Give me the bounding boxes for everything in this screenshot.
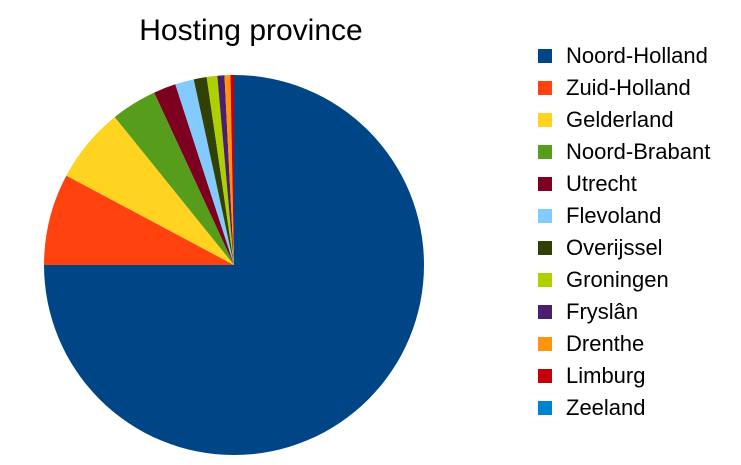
legend-label: Limburg [566,363,646,388]
pie-slice-frysl-n [217,75,234,265]
legend-swatch [538,337,552,351]
pie-slice-overijssel [193,76,234,266]
legend-swatch [538,145,552,159]
legend-item: Noord-Brabant [538,136,710,168]
pie-slice-utrecht [154,84,234,266]
legend-swatch [538,177,552,191]
pie-slice-groningen [206,75,234,265]
legend-swatch [538,401,552,415]
legend-swatch [538,209,552,223]
legend-label: Fryslân [566,299,639,324]
pie-slice-flevoland [175,79,234,265]
legend-label: Groningen [566,267,669,292]
legend-item: Limburg [538,360,710,392]
legend-label: Flevoland [566,203,662,228]
legend-label: Noord-Brabant [566,139,711,164]
legend-label: Drenthe [566,331,645,356]
legend-swatch [538,241,552,255]
legend-label: Overijssel [566,235,663,260]
legend-item: Noord-Holland [538,40,710,72]
legend-item: Gelderland [538,104,710,136]
pie-slice-drenthe [224,75,234,265]
pie-slice-zuid-holland [44,175,234,265]
legend-label: Utrecht [566,171,637,196]
legend-item: Groningen [538,264,710,296]
legend-item: Flevoland [538,200,710,232]
legend-item: Zuid-Holland [538,72,710,104]
chart-title: Hosting province [139,14,363,47]
legend-item: Zeeland [538,392,710,424]
legend-label: Zuid-Holland [566,75,691,100]
legend-swatch [538,113,552,127]
pie-slice-gelderland [66,117,234,265]
legend-swatch [538,81,552,95]
legend-label: Zeeland [566,395,646,420]
legend-label: Noord-Holland [566,43,708,68]
legend-swatch [538,49,552,63]
legend-item: Overijssel [538,232,710,264]
legend-item: Fryslân [538,296,710,328]
legend-swatch [538,369,552,383]
legend-label: Gelderland [566,107,674,132]
legend-swatch [538,273,552,287]
legend-item: Drenthe [538,328,710,360]
legend: Noord-Holland Zuid-Holland Gelderland Noord… [538,40,710,424]
legend-item: Utrecht [538,168,710,200]
legend-swatch [538,305,552,319]
pie-slice-noord-brabant [114,92,234,265]
pie-slice-limburg [230,75,234,265]
